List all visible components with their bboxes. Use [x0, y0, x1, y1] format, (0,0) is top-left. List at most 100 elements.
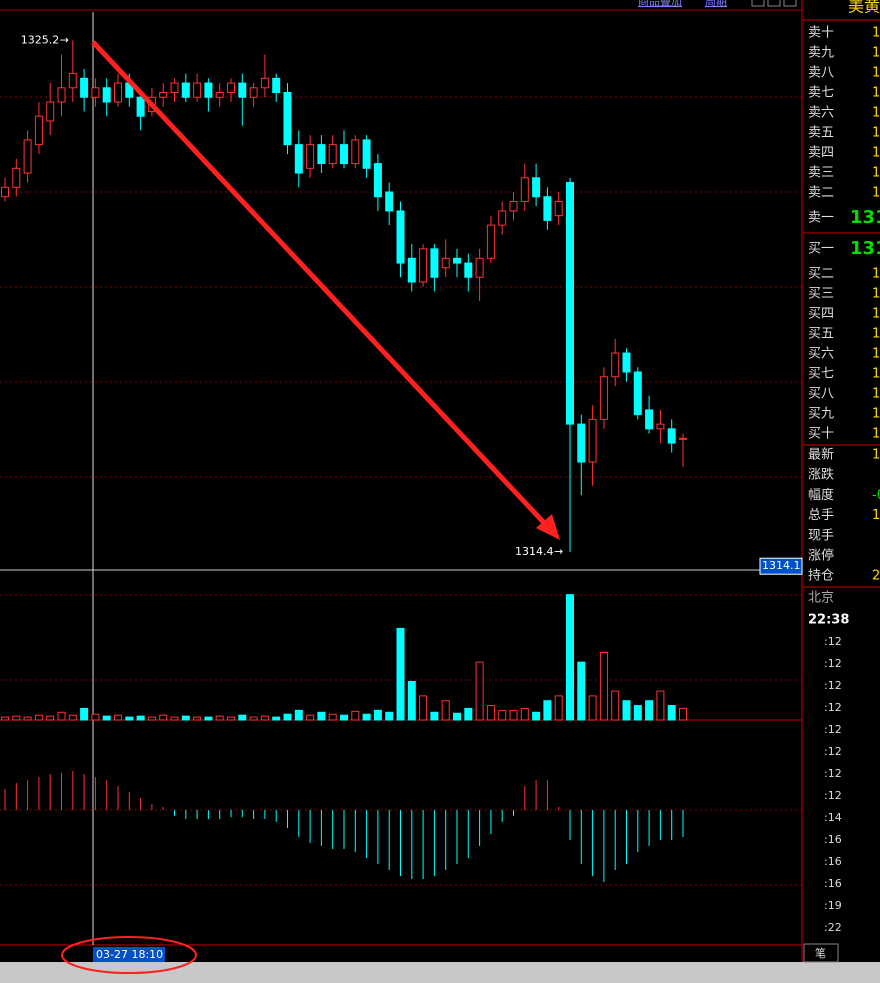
candle-body — [509, 200, 518, 212]
volume-bar — [340, 714, 348, 721]
volume-bar — [396, 627, 405, 721]
quote-label: 买五 — [808, 327, 834, 342]
volume-bar — [147, 716, 156, 721]
toolbar-link[interactable]: 商品叠加 — [638, 0, 682, 8]
tick-time: :16 — [824, 877, 842, 890]
candle-body — [520, 177, 529, 202]
status-bar — [0, 962, 880, 983]
tab[interactable] — [803, 943, 839, 963]
candle-body — [351, 139, 360, 165]
volume-bar — [102, 715, 111, 721]
quote-value: 1 — [872, 407, 880, 422]
quote-label: 涨跌 — [808, 467, 834, 483]
volume-bar — [554, 695, 563, 721]
arrow-glyph: → — [554, 545, 563, 558]
quote-label: 买三 — [808, 287, 834, 302]
candle-body — [362, 139, 371, 169]
volume-bar — [249, 716, 258, 721]
quote-value: 1 — [872, 347, 880, 362]
quote-label: 现手 — [808, 528, 834, 543]
quote-label: 幅度 — [808, 487, 834, 503]
volume-bar — [306, 714, 315, 721]
volume-bar — [193, 716, 202, 721]
candle-body — [46, 101, 55, 122]
toolbar-button[interactable] — [767, 0, 781, 7]
arrow-glyph: → — [60, 33, 69, 46]
candle-body — [317, 144, 326, 165]
candle-body — [114, 82, 122, 103]
candle-body — [475, 257, 484, 278]
quote-value: 1 — [872, 86, 880, 101]
quote-value: 1 — [872, 46, 880, 61]
volume-bar — [114, 714, 122, 721]
candle-body — [588, 418, 597, 463]
toolbar-button[interactable] — [751, 0, 765, 7]
quote-value: 1 — [872, 146, 880, 161]
candle-body — [227, 82, 235, 94]
quote-label: 买四 — [808, 307, 834, 322]
volume-bar — [294, 709, 303, 721]
quote-value: 1 — [872, 387, 880, 402]
candle-body — [181, 82, 190, 98]
candle-body — [57, 87, 66, 103]
tick-time: :12 — [824, 657, 842, 670]
tick-time: :16 — [824, 855, 842, 868]
volume-bar — [679, 707, 687, 721]
volume-bar — [441, 700, 450, 721]
tick-time: :12 — [824, 745, 842, 758]
candle-body — [238, 82, 247, 98]
candle-body — [543, 196, 552, 221]
candle-body — [260, 77, 269, 89]
quote-label: 卖四 — [808, 146, 834, 161]
quote-value: 131 — [850, 238, 880, 259]
city: 北京 — [808, 591, 834, 606]
volume-bar — [351, 710, 360, 721]
toolbar-link[interactable]: 周期 — [705, 0, 727, 8]
low-label: 1314.4 — [515, 545, 554, 558]
volume-bar — [532, 711, 541, 721]
candle-body — [611, 352, 620, 378]
volume-bar — [23, 716, 32, 721]
volume-bar — [430, 711, 439, 721]
quote-value: 1 — [872, 367, 880, 382]
candle-body — [430, 248, 439, 278]
volume-bar — [12, 715, 21, 721]
volume-bar — [599, 652, 608, 721]
tab-label[interactable]: 笔 — [815, 946, 826, 960]
candle-body — [91, 87, 100, 98]
quote-label: 卖二 — [808, 186, 834, 201]
quote-value: 1 — [872, 106, 880, 121]
tick-time: :14 — [824, 811, 842, 824]
volume-bar — [588, 695, 597, 721]
volume-bar — [520, 707, 529, 721]
quote-label: 最新 — [808, 447, 834, 463]
volume-bar — [91, 713, 100, 721]
volume-bar — [34, 714, 43, 721]
volume-bar — [204, 716, 213, 721]
candle-body — [159, 92, 168, 98]
tick-time: :19 — [824, 899, 842, 912]
annotation-arrowhead — [536, 514, 560, 540]
quote-label: 买一 — [808, 242, 834, 257]
quote-label: 卖五 — [808, 126, 834, 141]
candle-body — [407, 257, 416, 283]
candle-body — [498, 210, 507, 226]
toolbar-button[interactable] — [783, 0, 797, 7]
quote-value: 29 — [872, 569, 880, 584]
volume-bar — [486, 705, 495, 721]
volume-bar — [181, 715, 190, 721]
quote-value: 1 — [872, 327, 880, 342]
candle-body — [23, 139, 32, 174]
candle-body — [204, 82, 213, 98]
candle-body — [193, 82, 202, 98]
tick-time: :16 — [824, 833, 842, 846]
quote-label: 买七 — [808, 367, 834, 382]
candle-body — [328, 144, 337, 165]
quote-value: 1 — [872, 186, 880, 201]
candle-body — [419, 248, 428, 283]
volume-bar — [170, 716, 179, 721]
volume-bar — [227, 716, 235, 721]
cursor-time-box — [93, 947, 165, 962]
volume-bar — [419, 695, 428, 721]
